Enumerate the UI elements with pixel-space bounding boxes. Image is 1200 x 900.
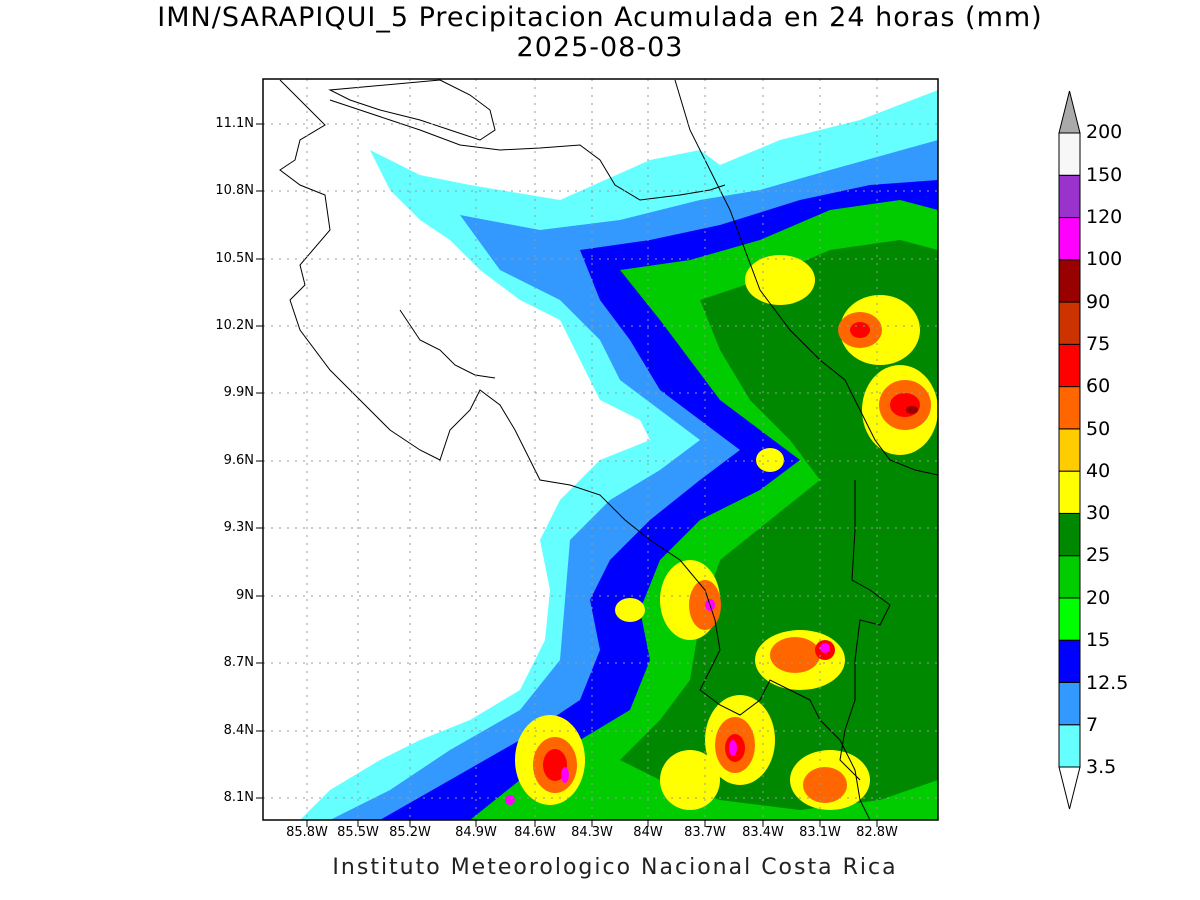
colorbar-swatch: [1058, 217, 1081, 261]
lon-label: 83.1W: [799, 825, 841, 840]
colorbar-label: 40: [1086, 460, 1111, 482]
colorbar-swatch: [1058, 724, 1081, 768]
lon-label: 85.5W: [337, 825, 379, 840]
colorbar-label: 12.5: [1086, 672, 1129, 694]
lon-label: 85.8W: [286, 825, 328, 840]
colorbar-swatch: [1058, 470, 1081, 514]
colorbar-label: 50: [1086, 418, 1111, 440]
colorbar-label: 60: [1086, 375, 1111, 397]
colorbar-label: 25: [1086, 544, 1111, 566]
gridlines: [263, 79, 938, 820]
lat-label: 9.3N: [223, 520, 254, 535]
colorbar-label: 90: [1086, 291, 1111, 313]
coastline-pacific: [279, 79, 871, 820]
colorbar-swatch: [1058, 132, 1081, 176]
map-date: 2025-08-03: [516, 32, 684, 63]
lat-label: 9.9N: [223, 385, 254, 400]
colorbar: [1058, 90, 1081, 810]
colorbar-label: 20: [1086, 587, 1111, 609]
lake-shore: [328, 79, 496, 141]
coastlines: [279, 79, 938, 820]
colorbar-swatch: [1058, 428, 1081, 472]
colorbar-label: 100: [1086, 248, 1123, 270]
colorbar-swatch: [1058, 386, 1081, 430]
caribbean-coast: [674, 79, 938, 476]
colorbar-min-arrow: [1058, 766, 1081, 810]
map-title: IMN/SARAPIQUI_5 Precipitacion Acumulada …: [157, 2, 1043, 33]
rain-area-red: [543, 322, 920, 781]
colorbar-label: 15: [1086, 629, 1111, 651]
colorbar-label: 200: [1086, 121, 1123, 143]
lon-label: 85.2W: [389, 825, 431, 840]
colorbar-max-arrow: [1058, 90, 1081, 134]
rain-area-darkgreen: [620, 240, 938, 810]
colorbar-swatch: [1058, 681, 1081, 726]
lat-label: 9N: [236, 588, 254, 603]
lon-label: 84.6W: [514, 825, 556, 840]
precipitation-field: [300, 90, 938, 820]
colorbar-swatch: [1058, 639, 1081, 683]
colorbar-label: 30: [1086, 502, 1111, 524]
colorbar-label: 150: [1086, 164, 1123, 186]
lat-label: 10.8N: [215, 183, 254, 198]
lon-label: 83.7W: [684, 825, 726, 840]
colorbar-swatch: [1058, 259, 1081, 303]
rain-area-darkred: [906, 406, 918, 414]
colorbar-label: 7: [1086, 714, 1099, 736]
colorbar-swatch: [1058, 555, 1081, 599]
map-frame: [262, 78, 939, 821]
colorbar-swatch: [1058, 343, 1081, 388]
footer-credit: Instituto Meteorologico Nacional Costa R…: [332, 855, 898, 880]
lon-label: 84.9W: [455, 825, 497, 840]
lat-label: 8.1N: [223, 790, 254, 805]
lon-label: 82.8W: [856, 825, 898, 840]
lat-label: 8.4N: [223, 723, 254, 738]
colorbar-swatch: [1058, 512, 1081, 557]
colorbar-swatch: [1058, 174, 1081, 219]
colorbar-swatch: [1058, 597, 1081, 641]
lat-label: 10.5N: [215, 251, 254, 266]
nicoya-gulf-shore: [399, 309, 496, 379]
lon-label: 84W: [633, 825, 663, 840]
nicaragua-border: [329, 99, 726, 201]
lat-label: 11.1N: [215, 116, 254, 131]
lat-label: 8.7N: [223, 655, 254, 670]
lat-label: 9.6N: [223, 453, 254, 468]
panama-border: [839, 480, 891, 781]
colorbar-label: 3.5: [1086, 756, 1117, 778]
lon-label: 83.4W: [742, 825, 784, 840]
colorbar-label: 75: [1086, 333, 1111, 355]
colorbar-swatch: [1058, 301, 1081, 345]
rain-area-magenta: [505, 599, 830, 805]
lat-label: 10.2N: [215, 318, 254, 333]
colorbar-label: 120: [1086, 206, 1123, 228]
lon-label: 84.3W: [571, 825, 613, 840]
axis-ticks: [256, 123, 878, 827]
